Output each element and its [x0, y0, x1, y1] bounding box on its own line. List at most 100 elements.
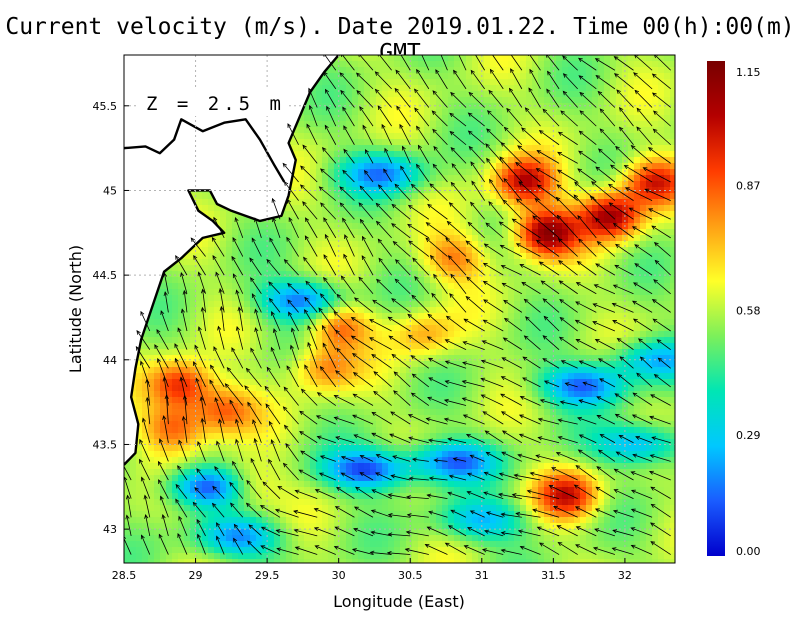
current-arrow — [371, 489, 392, 500]
current-arrow — [538, 129, 560, 146]
current-arrow — [410, 183, 430, 201]
current-arrow — [451, 163, 467, 183]
current-arrow — [394, 259, 411, 276]
current-arrow — [333, 395, 355, 406]
current-arrow — [532, 508, 560, 518]
current-arrow — [377, 105, 392, 127]
current-arrow — [362, 124, 374, 145]
current-arrow — [233, 537, 244, 555]
current-arrow — [370, 509, 392, 518]
current-arrow — [217, 325, 225, 350]
current-arrow — [557, 237, 578, 257]
current-arrow — [449, 112, 467, 127]
current-arrow — [498, 492, 522, 500]
current-arrow — [597, 449, 616, 462]
current-arrow — [412, 257, 430, 276]
current-arrow — [595, 166, 616, 183]
current-arrow — [540, 280, 560, 295]
current-arrow — [392, 240, 411, 257]
current-arrow — [178, 515, 188, 537]
current-arrow — [426, 493, 448, 500]
current-arrow — [578, 150, 597, 164]
current-arrow — [481, 548, 504, 555]
current-arrow — [486, 128, 504, 146]
current-arrow — [407, 334, 430, 350]
current-arrow — [384, 147, 392, 164]
current-arrow — [503, 126, 523, 146]
current-arrow — [650, 541, 671, 555]
current-arrow — [450, 509, 467, 518]
current-arrow — [444, 542, 467, 555]
current-arrow — [318, 307, 337, 332]
current-arrow — [410, 392, 430, 406]
current-arrow — [288, 311, 299, 332]
current-arrow — [246, 479, 262, 499]
current-arrow — [321, 147, 337, 164]
current-arrow — [578, 434, 597, 444]
current-arrow — [433, 273, 448, 294]
current-arrow — [465, 258, 485, 276]
current-arrow — [290, 327, 299, 350]
current-arrow — [180, 308, 188, 332]
land-area — [124, 55, 339, 465]
current-arrow — [140, 310, 151, 332]
current-arrow — [326, 105, 337, 127]
current-arrow — [485, 511, 504, 518]
current-arrow — [636, 126, 653, 146]
current-arrow — [618, 126, 634, 145]
current-arrow — [426, 336, 448, 350]
current-arrow — [538, 261, 560, 276]
current-arrow — [467, 112, 485, 127]
plot-frame — [123, 54, 676, 564]
current-arrow — [358, 202, 374, 220]
current-arrow — [559, 400, 578, 406]
current-arrow — [375, 454, 392, 462]
current-arrow — [414, 107, 430, 127]
current-arrow — [469, 454, 485, 462]
colorbar-ticks: 1.15 0.87 0.58 0.29 0.00 — [736, 66, 761, 558]
current-arrow — [209, 379, 225, 406]
current-arrow — [141, 417, 151, 443]
current-arrow — [320, 168, 337, 183]
current-arrow — [335, 370, 355, 388]
current-arrow — [319, 455, 336, 462]
current-arrow — [377, 238, 392, 257]
current-arrow — [313, 508, 336, 518]
current-arrow — [426, 526, 448, 537]
current-arrow — [551, 467, 578, 481]
current-arrow — [651, 436, 671, 444]
y-axis-ticks: 43 43.5 44 44.5 45 45.5 — [93, 100, 129, 536]
current-arrow — [501, 282, 523, 295]
current-arrow — [315, 415, 336, 425]
current-arrow — [528, 87, 541, 108]
current-arrow — [470, 69, 485, 90]
current-arrow — [340, 89, 355, 108]
current-arrow — [610, 164, 634, 183]
current-arrow — [355, 486, 374, 499]
current-arrow — [440, 55, 448, 71]
current-arrow — [322, 342, 337, 369]
current-arrow — [483, 491, 504, 500]
current-arrow — [480, 359, 504, 369]
current-arrow — [394, 183, 411, 201]
current-arrow — [577, 215, 597, 239]
current-arrow — [515, 511, 541, 518]
current-arrow — [575, 301, 597, 313]
current-arrow — [557, 541, 578, 555]
current-arrow — [333, 416, 355, 425]
current-arrow — [377, 184, 392, 201]
current-arrow — [574, 319, 597, 332]
current-arrow — [592, 303, 616, 313]
current-arrow — [370, 530, 392, 537]
current-arrow — [154, 344, 169, 369]
current-arrow — [597, 90, 616, 108]
current-arrow — [558, 336, 578, 350]
current-arrow — [374, 472, 392, 481]
current-arrow — [391, 298, 411, 313]
current-arrow — [216, 522, 225, 537]
current-arrow — [125, 514, 132, 536]
x-tick-label: 30 — [332, 569, 346, 582]
y-axis-label: Latitude (North) — [66, 245, 85, 373]
current-arrow — [596, 466, 616, 481]
current-arrow — [612, 284, 634, 295]
